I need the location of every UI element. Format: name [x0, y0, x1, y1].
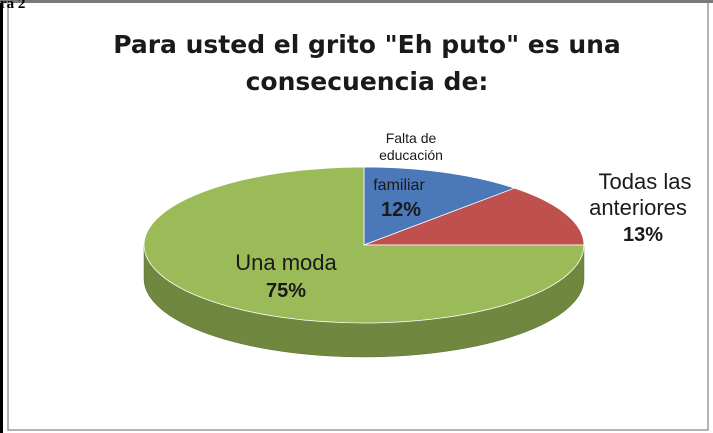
pie-group — [143, 166, 585, 358]
value-label-moda: 75% — [266, 280, 306, 302]
label-familiar-line-3: familiar — [373, 177, 425, 194]
chart-title-line-2: consecuencia de: — [246, 67, 489, 96]
label-todas-line-1: Todas las — [599, 169, 692, 194]
pie-slice-todas-las-anteriores — [363, 187, 585, 246]
top-edge-line — [0, 0, 713, 3]
chart-title-line-1: Para usted el grito "Eh puto" es una — [113, 30, 621, 59]
value-label-familiar: 12% — [381, 199, 421, 221]
pie-slice-una-moda — [143, 166, 585, 324]
label-familiar-line-2: educación — [379, 147, 443, 163]
label-familiar: Falta de educación familiar 12% — [373, 130, 443, 221]
label-todas-line-2: anteriores — [589, 195, 687, 220]
label-moda-line-1: Una moda — [235, 250, 337, 275]
label-moda: Una moda 75% — [235, 250, 337, 302]
label-todas: Todas las anteriores 13% — [589, 169, 691, 246]
pie-slice-falta-de-educacion-familiar — [363, 166, 516, 246]
left-edge-line — [0, 0, 3, 433]
value-label-todas: 13% — [623, 224, 663, 246]
label-familiar-line-1: Falta de — [386, 130, 437, 146]
corner-mark: ra 2 — [0, 0, 25, 12]
